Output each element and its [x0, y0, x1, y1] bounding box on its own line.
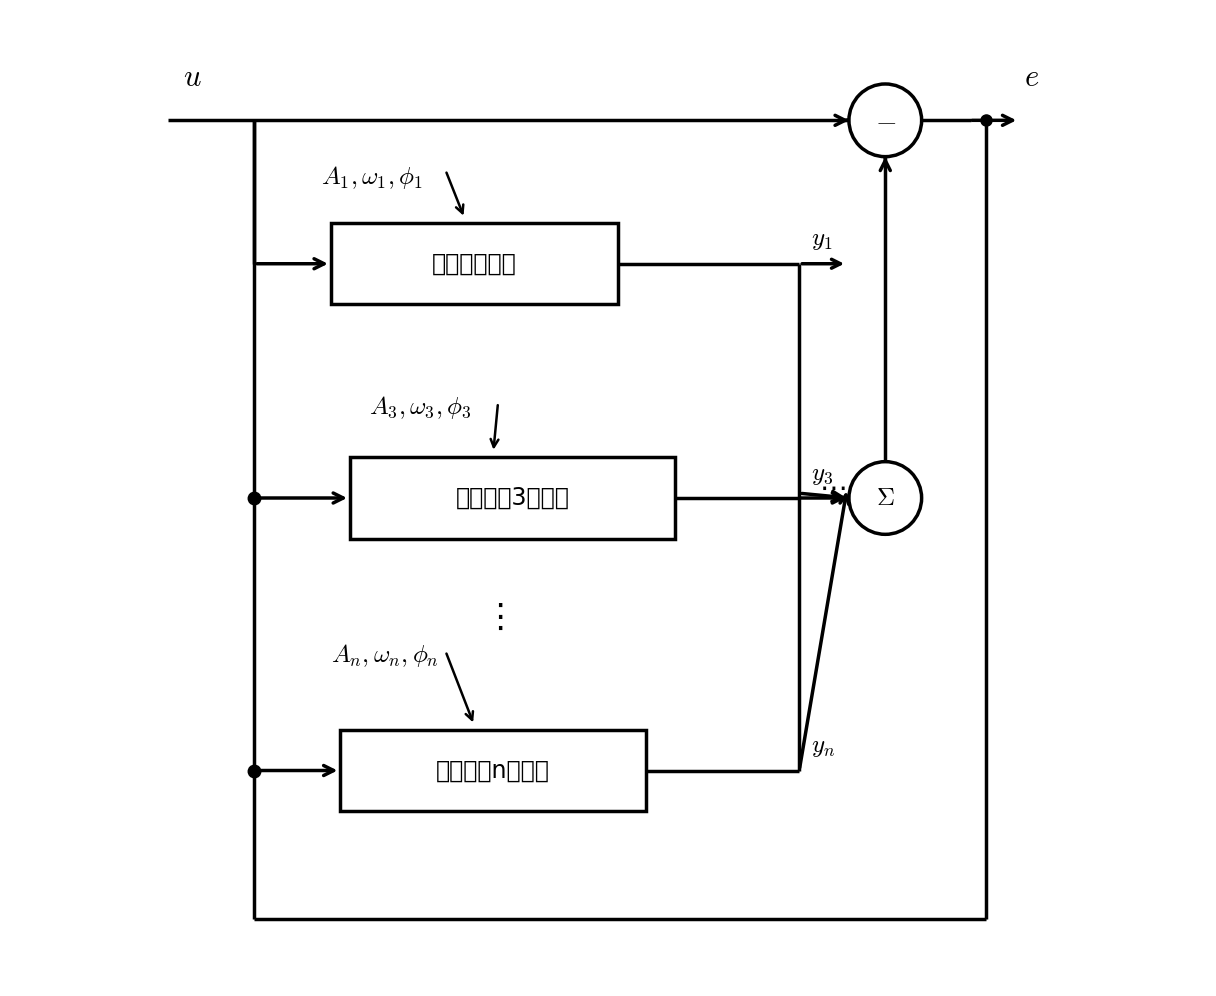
Text: $y_1$: $y_1$	[811, 228, 832, 252]
Circle shape	[849, 462, 922, 534]
Text: $A_3, \omega_3, \phi_3$: $A_3, \omega_3, \phi_3$	[368, 393, 472, 420]
Text: $y_3$: $y_3$	[811, 462, 833, 486]
Text: $A_n, \omega_n, \phi_n$: $A_n, \omega_n, \phi_n$	[331, 642, 439, 669]
Text: $\vdots$: $\vdots$	[483, 601, 503, 634]
Text: $\Sigma$: $\Sigma$	[876, 486, 895, 510]
Text: 跟踪测量3次谐波: 跟踪测量3次谐波	[456, 486, 569, 510]
Text: $e$: $e$	[1024, 63, 1040, 92]
Text: 跟踪测量n次谐波: 跟踪测量n次谐波	[437, 759, 550, 783]
Text: 跟踪测量基波: 跟踪测量基波	[432, 252, 517, 276]
Text: $\cdots$: $\cdots$	[820, 474, 846, 502]
Bar	[350, 457, 675, 539]
Text: $u$: $u$	[182, 63, 201, 92]
Text: $A_1, \omega_1, \phi_1$: $A_1, \omega_1, \phi_1$	[321, 164, 423, 191]
Bar	[331, 223, 618, 305]
Circle shape	[849, 84, 922, 156]
Bar	[340, 730, 646, 811]
Text: $-$: $-$	[874, 107, 896, 134]
Text: $y_n$: $y_n$	[811, 735, 835, 759]
